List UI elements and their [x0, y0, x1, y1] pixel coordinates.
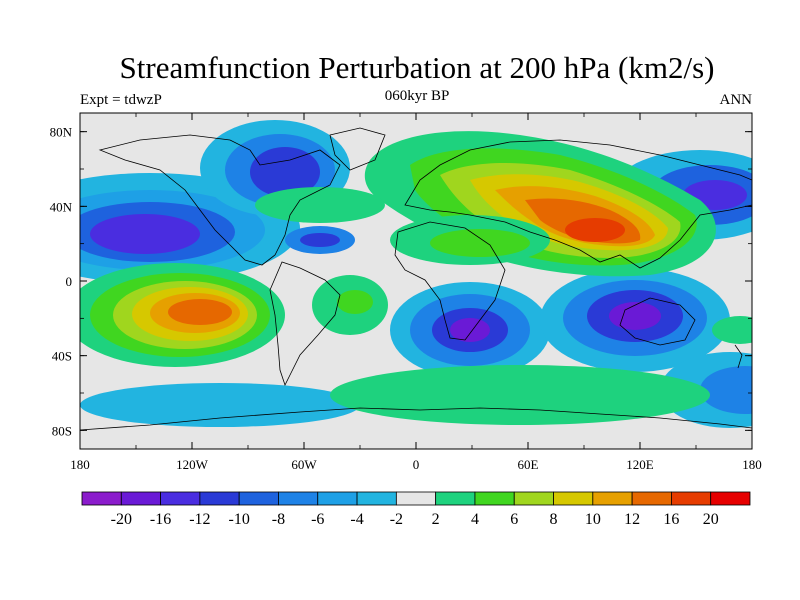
coast-new-zealand [734, 344, 743, 369]
colorbar-label: 12 [624, 511, 640, 528]
colorbar-swatch [160, 491, 201, 506]
colorbar-label: 6 [510, 511, 518, 528]
anomaly-low-southern-africa [390, 282, 550, 378]
colorbar-label: -16 [150, 511, 171, 528]
colorbar-swatch [238, 491, 279, 506]
colorbar-swatch [513, 491, 554, 506]
x-tick-label: 60E [518, 457, 539, 472]
season-label: ANN [719, 92, 753, 108]
colorbar-label: 20 [703, 511, 719, 528]
colorbar-swatch [553, 491, 594, 506]
y-tick-label: 40S [52, 349, 72, 364]
colorbar-swatch [199, 491, 240, 506]
coast-greenland [329, 127, 386, 171]
colorbar-swatch [592, 491, 633, 506]
colorbar-label: 10 [585, 511, 601, 528]
period-label: 060kyr BP [384, 88, 450, 104]
x-tick-label: 120E [626, 457, 654, 472]
colorbar-swatch [81, 491, 122, 506]
colorbar-swatch [317, 491, 358, 506]
y-tick-label: 80S [52, 423, 72, 438]
colorbar-swatch [435, 491, 476, 506]
anomaly-high-south-pacific [80, 263, 285, 367]
colorbar-label: -2 [390, 511, 403, 528]
x-tick-label: 60W [291, 457, 317, 472]
colorbar-swatch [356, 491, 397, 506]
coast-europe-asia [404, 139, 752, 269]
streamfunction-field [80, 113, 752, 449]
coast-africa [394, 221, 506, 341]
x-tick-label: 120W [176, 457, 209, 472]
colorbar-label: 2 [432, 511, 440, 528]
coastlines [80, 127, 752, 431]
y-tick-label: 80N [50, 125, 73, 140]
x-tick-label: 0 [413, 457, 420, 472]
y-tick-label: 40N [50, 199, 73, 214]
anomaly-high-atlantic [255, 187, 550, 265]
colorbar-swatch [395, 491, 437, 506]
colorbar-label: 4 [471, 511, 479, 528]
axis-ticks: 180 120W 60W 0 60E 120E 180 80N 40N 0 40S 80S [50, 113, 762, 472]
colorbar-swatch [120, 491, 161, 506]
x-tick-label: 180 [70, 457, 90, 472]
colorbar-label: 8 [550, 511, 558, 528]
colorbar-label: -20 [111, 511, 132, 528]
coast-south-america [269, 261, 341, 387]
colorbar-label: 16 [663, 511, 679, 528]
colorbar-swatch [278, 491, 319, 506]
map-title: Streamfunction Perturbation at 200 hPa (… [119, 50, 715, 85]
colorbar-label: -4 [350, 511, 363, 528]
experiment-label: Expt = tdwzP [80, 92, 162, 108]
colorbar-label: -10 [229, 511, 250, 528]
anomaly-low-australia [540, 268, 730, 372]
colorbar-swatch [671, 491, 712, 506]
colorbar-swatch [710, 491, 751, 506]
y-tick-label: 0 [66, 274, 73, 289]
coast-australia [619, 297, 696, 346]
colorbar-label: -8 [272, 511, 285, 528]
colorbar-swatch [631, 491, 672, 506]
coast-antarctica [80, 407, 752, 431]
colorbar-swatch [474, 491, 515, 506]
coast-north-america [98, 134, 341, 266]
colorbar-label: -6 [311, 511, 324, 528]
colorbar-label: -12 [189, 511, 210, 528]
x-tick-label: 180 [742, 457, 762, 472]
colorbar: -20 -16 -12 -10 -8 -6 -4 -2 2 4 6 8 10 12 16 20 [81, 491, 751, 528]
